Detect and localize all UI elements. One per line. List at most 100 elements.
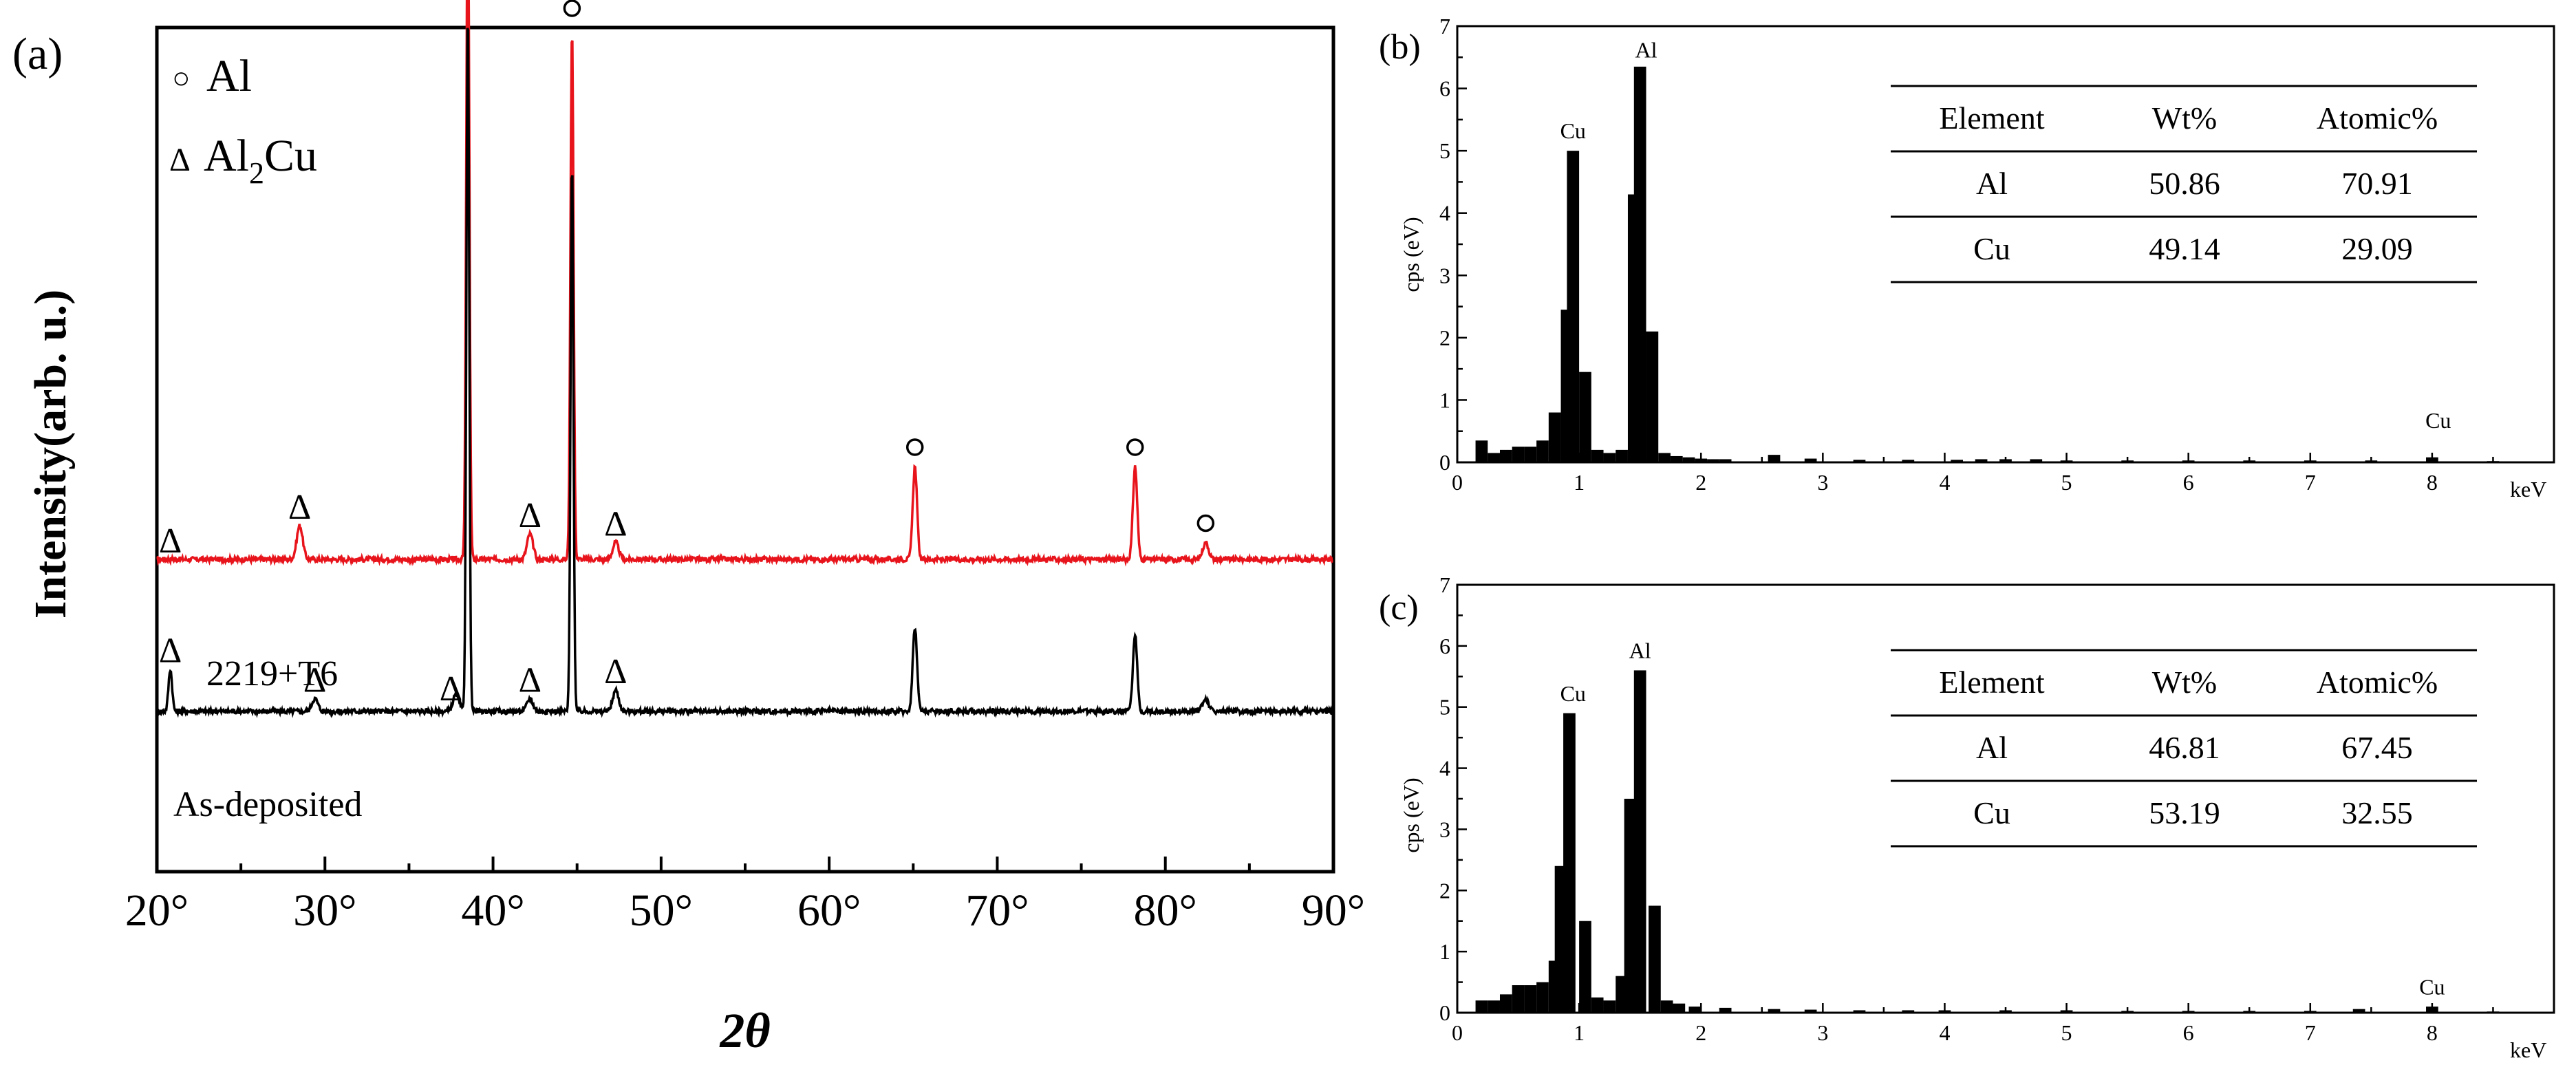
y-tick-label: 5 <box>1439 138 1450 163</box>
al2cu-peak-marker: Δ <box>159 521 182 561</box>
spectrum-bar <box>1658 453 1671 462</box>
table-cell: 50.86 <box>2149 166 2220 201</box>
spectrum-bar <box>2352 1009 2365 1013</box>
spectrum-bar <box>1660 1000 1673 1013</box>
table-cell: Cu <box>1973 231 2010 266</box>
x-tick-label: 0 <box>1452 1020 1463 1045</box>
spectrum-bar <box>2030 459 2043 462</box>
panel-a-label: (a) <box>12 29 63 79</box>
spectrum-bar <box>1475 1000 1488 1013</box>
table-cell: 67.45 <box>2341 730 2413 765</box>
spectrum-bar <box>2365 460 2378 462</box>
table-cell: Al <box>1976 166 2008 201</box>
spectrum-bar <box>1646 331 1659 462</box>
table-cell: 29.09 <box>2341 231 2413 266</box>
al2cu-peak-marker: Δ <box>303 660 326 700</box>
panel-c-label: (c) <box>1379 588 1419 627</box>
spectrum-bar <box>1591 449 1604 462</box>
y-tick-label: 5 <box>1439 695 1450 720</box>
x-axis-label: 2θ <box>719 1003 770 1058</box>
spectrum-bar <box>1768 455 1781 462</box>
spectrum-bar <box>2487 1011 2500 1013</box>
y-tick-label: 6 <box>1439 634 1450 658</box>
spectrum-bar <box>1938 1010 1951 1013</box>
y-tick-label: 4 <box>1439 756 1450 781</box>
panel-b-y-label: cps (eV) <box>1399 217 1424 292</box>
spectrum-bar <box>2243 460 2256 462</box>
x-tick-label: 80° <box>1134 885 1197 936</box>
spectrum-bar <box>1633 66 1646 462</box>
panel-c-bars <box>1475 670 2500 1013</box>
y-tick-label: 2 <box>1439 878 1450 903</box>
y-tick-label: 6 <box>1439 76 1450 101</box>
x-tick-label: 6 <box>2183 1020 2194 1045</box>
spectrum-bar <box>1853 1010 1866 1013</box>
spectrum-bar <box>2182 1011 2195 1013</box>
x-tick-label: 7 <box>2305 1020 2316 1045</box>
panel-a-x-ticks: 20° 30° 40° 50° 60° 70° 80° 90° <box>125 857 1365 936</box>
x-tick-label: 90° <box>1302 885 1365 936</box>
panel-a-frame <box>155 25 1335 874</box>
al2cu-peak-marker: Δ <box>159 632 182 671</box>
y-tick-label: 1 <box>1439 939 1450 964</box>
spectrum-bar <box>1603 1000 1616 1013</box>
spectrum-bar <box>2487 461 2500 462</box>
y-tick-label: 1 <box>1439 387 1450 412</box>
spectrum-bar <box>1567 151 1580 462</box>
y-tick-label: 3 <box>1439 817 1450 841</box>
spectrum-bar <box>1524 447 1537 462</box>
x-tick-label: 70° <box>965 885 1029 936</box>
y-tick-label: 4 <box>1439 201 1450 226</box>
spectrum-bar <box>1853 460 1866 462</box>
x-tick-label: 2 <box>1695 1020 1706 1045</box>
x-tick-label: 40° <box>461 885 524 936</box>
y-tick-label: 2 <box>1439 325 1450 350</box>
panel-b-axes: 0 1 2 3 4 5 6 7 0 1 2 3 4 5 6 7 8 <box>1439 14 2555 495</box>
x-tick-label: 30° <box>293 885 356 936</box>
table-header-cell: Element <box>1939 100 2044 136</box>
x-tick-label: 6 <box>2183 470 2194 495</box>
panel-c-y-label: cps (eV) <box>1399 777 1424 852</box>
al-peak-marker <box>905 438 924 456</box>
spectrum-bar <box>2426 1007 2438 1013</box>
table-header-cell: Element <box>1939 665 2044 700</box>
spectrum-bar <box>1591 997 1604 1013</box>
panel-b-bars <box>1475 66 2500 462</box>
al2cu-peak-marker: Δ <box>519 660 541 700</box>
spectrum-bar <box>1670 455 1683 462</box>
spectrum-bar <box>1999 459 2012 462</box>
x-tick-label: 20° <box>125 885 189 936</box>
x-tick-label: 3 <box>1817 470 1828 495</box>
panel-c-annotations: Cu Al Cu <box>1560 638 2445 1000</box>
panel-c: (c) 0 1 2 3 4 5 6 7 0 1 2 3 4 5 6 7 8 Cu Al Cu Element Wt% A… <box>1379 572 2555 1062</box>
spectrum-bar <box>2182 460 2195 462</box>
panel-c-x-label: keV <box>2510 1037 2546 1062</box>
spectrum-bar <box>1536 982 1549 1013</box>
al2cu-peak-marker: Δ <box>519 496 541 535</box>
spectrum-bar <box>1616 449 1628 462</box>
spectrum-bar <box>1902 1010 1915 1013</box>
series-label-t6: 2219+T6 <box>206 654 338 693</box>
spectrum-bar <box>1649 905 1661 1013</box>
al2cu-peak-marker: Δ <box>604 504 627 544</box>
table-header-cell: Wt% <box>2152 100 2218 136</box>
spectrum-bar <box>1673 1003 1686 1013</box>
x-tick-label: 3 <box>1817 1020 1828 1045</box>
x-tick-label: 50° <box>630 885 693 936</box>
spectrum-bar <box>1682 457 1695 462</box>
spectrum-bar <box>1624 799 1637 1013</box>
table-cell: 46.81 <box>2149 730 2220 765</box>
table-header-cell: Atomic% <box>2317 100 2438 136</box>
table-cell: 53.19 <box>2149 795 2220 830</box>
spectrum-bar <box>1688 1007 1702 1013</box>
al-peak-marker <box>1126 438 1144 456</box>
spectrum-bar <box>2121 1011 2134 1013</box>
table-header-cell: Wt% <box>2152 665 2218 700</box>
table-cell: 70.91 <box>2341 166 2413 201</box>
panel-a: (a) 20° 30° 40° 50° 60° 70° 80° 90° Δ Δ Δ Δ Δ Δ Δ Δ Δ ○… <box>12 0 1365 1058</box>
x-tick-label: 2 <box>1695 470 1706 495</box>
x-tick-label: 8 <box>2427 470 2438 495</box>
x-tick-label: 4 <box>1939 470 1950 495</box>
spectrum-bar <box>1951 460 1964 462</box>
